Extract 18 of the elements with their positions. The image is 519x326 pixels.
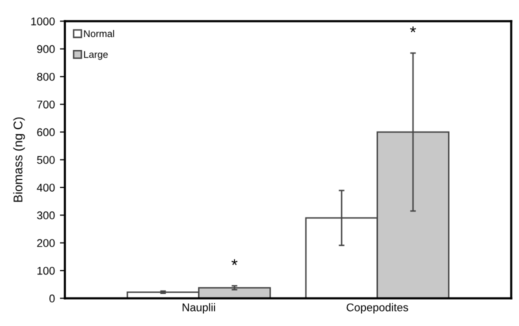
legend-label: Large	[84, 51, 108, 60]
annotation: *	[232, 259, 238, 266]
annotation: *	[410, 26, 416, 32]
y-tick-label: 1000	[31, 17, 55, 26]
y-tick-label: 400	[36, 184, 55, 192]
y-tick-label: 0	[49, 294, 55, 302]
y-tick-label: 600	[37, 128, 55, 136]
x-tick-label: Copepodites	[346, 303, 408, 314]
y-tick-label: 500	[37, 156, 55, 164]
y-axis-title: Biomass (ng C)	[13, 117, 25, 202]
y-tick-label: 700	[37, 100, 55, 108]
y-tick-label: 100	[37, 266, 55, 275]
x-tick-label: Nauplii	[182, 303, 216, 314]
legend-label: Normal	[84, 30, 114, 38]
y-tick-label: 900	[37, 45, 55, 54]
y-tick-label: 300	[37, 211, 55, 220]
y-tick-label: 200	[37, 239, 55, 248]
y-tick-label: 800	[37, 72, 55, 81]
